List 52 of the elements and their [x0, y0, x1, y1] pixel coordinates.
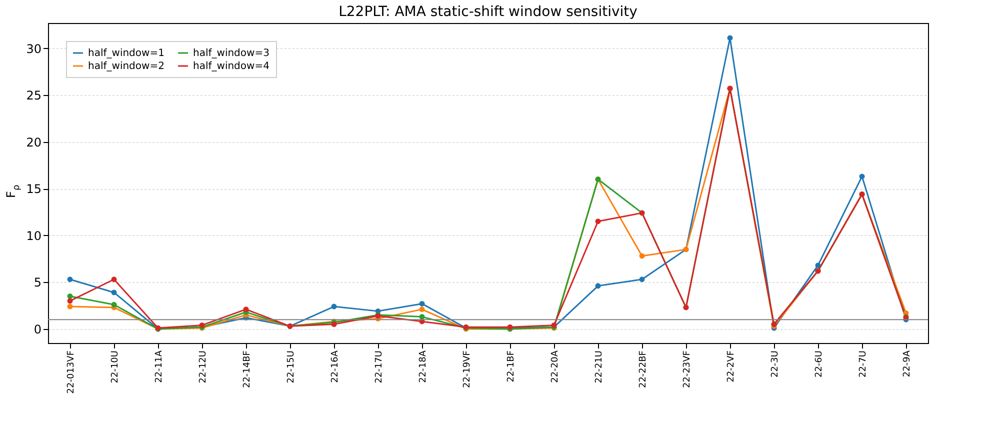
x-tick-label: 22-23VF	[682, 350, 692, 388]
y-tick-label: 20	[26, 135, 42, 150]
x-tick-label: 22-2VF	[726, 350, 736, 382]
point	[67, 276, 73, 282]
point	[419, 306, 425, 312]
y-tick-label: 25	[26, 88, 42, 103]
y-tick-label: 0	[34, 322, 42, 336]
x-tick-label: 22-15U	[286, 350, 296, 384]
x-tick-label: 22-19VF	[462, 350, 472, 388]
y-tick-label: 5	[34, 276, 42, 290]
x-tick-label: 22-10U	[110, 350, 120, 384]
legend-label: half_window=1	[88, 48, 164, 59]
legend-label: half_window=2	[88, 61, 164, 72]
y-axis-title: Fρ	[4, 184, 22, 198]
point	[67, 298, 73, 304]
point	[859, 174, 865, 180]
legend-label: half_window=4	[193, 61, 270, 72]
point	[67, 304, 73, 310]
point	[419, 300, 425, 306]
point	[727, 35, 733, 41]
x-tick-label: 22-14BF	[242, 350, 252, 388]
y-tick-label: 30	[26, 42, 42, 56]
point	[111, 290, 117, 296]
x-tick-label: 22-013VF	[66, 350, 76, 394]
x-tick-label: 22-18A	[418, 350, 428, 383]
point	[419, 314, 425, 320]
x-tick-label: 22-9A	[902, 350, 912, 378]
point	[111, 302, 117, 308]
x-tick-label: 22-20A	[550, 350, 560, 383]
x-tick-label: 22-12U	[198, 350, 208, 384]
x-tick-label: 22-7U	[858, 350, 868, 378]
legend-label: half_window=3	[193, 48, 270, 59]
point	[331, 304, 337, 310]
x-tick-label: 22-11A	[154, 350, 164, 383]
chart-title: L22PLT: AMA static-shift window sensitivity	[338, 4, 638, 20]
point	[243, 306, 249, 312]
x-tick-label: 22-21U	[594, 350, 604, 384]
y-tick-label: 15	[26, 182, 42, 196]
x-tick-label: 22-16A	[330, 350, 340, 383]
point	[639, 276, 645, 282]
x-tick-label: 22-1BF	[506, 350, 516, 382]
x-tick-label: 22-17U	[374, 350, 384, 384]
x-tick-label: 22-6U	[814, 350, 824, 378]
point	[111, 276, 117, 282]
point	[639, 253, 645, 259]
x-tick-label: 22-22BF	[638, 350, 648, 388]
point	[595, 283, 601, 289]
x-tick-label: 22-3U	[770, 350, 780, 378]
point	[815, 262, 821, 268]
y-tick-label: 10	[26, 228, 42, 243]
point	[67, 293, 73, 299]
point	[595, 218, 601, 224]
